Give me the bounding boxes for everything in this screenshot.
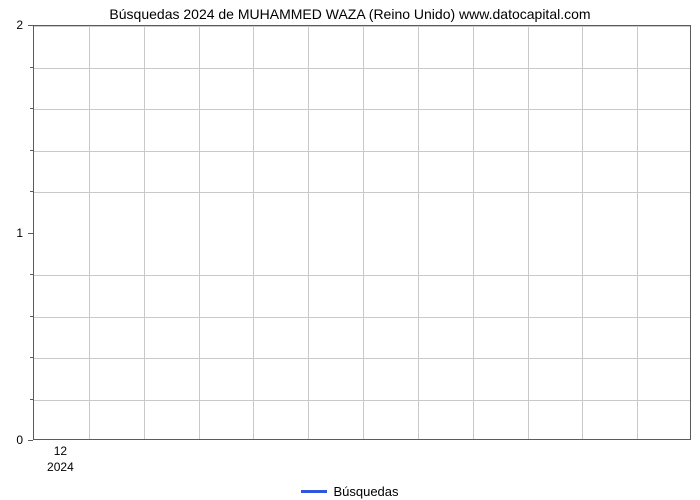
gridline-horizontal [34, 26, 690, 27]
gridline-horizontal [34, 192, 690, 193]
y-minor-tick-mark [30, 399, 33, 400]
gridline-vertical [144, 26, 145, 439]
y-minor-tick-mark [30, 150, 33, 151]
gridline-horizontal [34, 68, 690, 69]
gridline-vertical [528, 26, 529, 439]
x-tick-label-year: 2024 [47, 460, 74, 474]
gridline-vertical [253, 26, 254, 439]
y-tick-label: 0 [0, 433, 23, 447]
gridline-horizontal [34, 400, 690, 401]
y-minor-tick-mark [30, 357, 33, 358]
gridline-vertical [473, 26, 474, 439]
plot-area [33, 25, 691, 440]
y-minor-tick-mark [30, 108, 33, 109]
y-tick-label: 2 [0, 18, 23, 32]
y-tick-mark [28, 233, 33, 234]
gridline-horizontal [34, 151, 690, 152]
y-minor-tick-mark [30, 316, 33, 317]
chart-title: Búsquedas 2024 de MUHAMMED WAZA (Reino U… [0, 6, 700, 22]
gridline-horizontal [34, 317, 690, 318]
gridline-vertical [199, 26, 200, 439]
y-minor-tick-mark [30, 274, 33, 275]
legend-line [301, 490, 327, 493]
y-tick-mark [28, 25, 33, 26]
y-tick-mark [28, 440, 33, 441]
gridline-vertical [582, 26, 583, 439]
y-tick-label: 1 [0, 226, 23, 240]
legend-label: Búsquedas [333, 484, 398, 499]
gridline-vertical [308, 26, 309, 439]
gridline-horizontal [34, 109, 690, 110]
y-minor-tick-mark [30, 191, 33, 192]
x-tick-label-month: 12 [54, 444, 67, 458]
gridline-vertical [637, 26, 638, 439]
legend: Búsquedas [0, 484, 700, 499]
gridline-horizontal [34, 358, 690, 359]
gridline-vertical [363, 26, 364, 439]
gridline-horizontal [34, 275, 690, 276]
gridline-vertical [418, 26, 419, 439]
gridline-vertical [89, 26, 90, 439]
y-minor-tick-mark [30, 67, 33, 68]
